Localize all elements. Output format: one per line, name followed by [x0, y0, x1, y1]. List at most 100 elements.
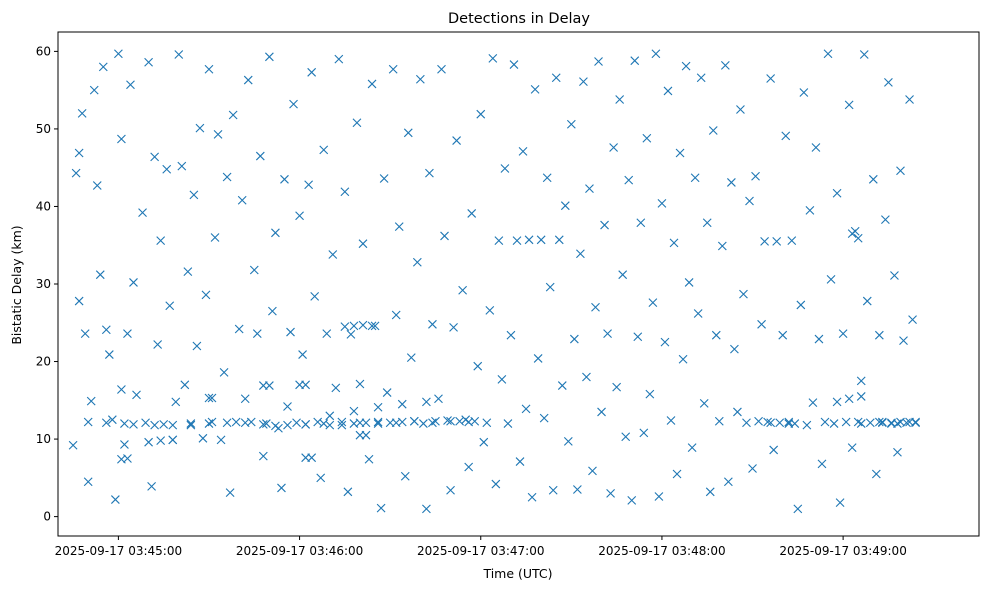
data-point	[283, 402, 292, 411]
data-point	[669, 238, 679, 248]
data-point	[213, 129, 223, 139]
data-point	[896, 166, 905, 176]
data-point	[304, 180, 314, 190]
data-point	[452, 136, 461, 145]
data-point	[609, 143, 619, 152]
data-point	[696, 73, 706, 83]
data-point	[373, 419, 383, 428]
data-point	[874, 417, 884, 427]
data-point	[349, 321, 359, 331]
data-point	[114, 49, 123, 59]
y-axis: 0 10 20 30 40 50 60	[36, 44, 58, 524]
data-point	[645, 389, 655, 399]
data-point	[687, 443, 697, 452]
data-point	[497, 374, 507, 384]
data-point	[349, 406, 359, 416]
data-point	[868, 174, 878, 184]
data-point	[657, 198, 667, 208]
data-point	[754, 416, 763, 426]
data-point	[68, 440, 78, 450]
data-point	[346, 330, 356, 339]
y-axis-title: Bistatic Delay (km)	[9, 225, 24, 344]
data-point	[832, 188, 842, 198]
data-point	[890, 271, 899, 280]
data-point	[476, 109, 486, 119]
data-point	[415, 74, 425, 84]
data-point	[446, 485, 455, 495]
data-point	[784, 417, 794, 427]
data-point	[192, 341, 202, 351]
x-axis: 2025-09-17 03:45:00 2025-09-17 03:46:00 20…	[55, 536, 907, 558]
data-point	[796, 300, 806, 310]
data-point	[153, 340, 163, 349]
data-point	[660, 337, 670, 347]
data-point	[633, 332, 643, 342]
x-tick-label: 2025-09-17 03:46:00	[236, 544, 363, 558]
data-point	[751, 171, 760, 181]
data-point	[144, 57, 153, 67]
data-point	[418, 419, 428, 428]
data-point	[844, 100, 854, 110]
data-point	[666, 416, 676, 425]
data-point	[820, 417, 830, 427]
data-point	[856, 392, 866, 401]
y-tick-label: 60	[36, 44, 51, 58]
data-point	[576, 249, 585, 259]
data-point	[101, 418, 111, 428]
data-point	[500, 164, 510, 173]
data-point	[775, 418, 785, 428]
data-point	[443, 416, 452, 425]
data-point	[884, 78, 893, 87]
data-point	[204, 393, 214, 403]
data-point	[201, 290, 211, 300]
data-point	[711, 330, 721, 340]
data-point	[847, 443, 857, 452]
chart-title: Detections in Delay	[448, 11, 590, 27]
data-point	[240, 394, 250, 404]
data-point	[110, 495, 120, 504]
data-point	[521, 404, 531, 414]
data-point	[434, 394, 443, 404]
data-point	[177, 161, 187, 171]
data-point	[328, 250, 338, 259]
data-point	[225, 488, 235, 497]
data-point	[159, 419, 169, 429]
data-point	[310, 292, 320, 301]
data-point	[71, 168, 81, 178]
data-point	[264, 52, 274, 62]
data-point	[853, 233, 863, 243]
data-point	[899, 336, 908, 345]
data-point	[859, 50, 869, 59]
data-point	[83, 477, 93, 487]
data-point	[147, 481, 156, 491]
data-point	[352, 118, 362, 128]
data-point	[530, 84, 540, 94]
data-point	[307, 453, 317, 463]
data-point	[126, 80, 135, 90]
data-point	[814, 334, 824, 344]
data-point	[805, 205, 815, 215]
data-point	[515, 457, 525, 466]
data-point	[280, 174, 289, 184]
data-point	[723, 477, 733, 487]
data-point	[693, 309, 703, 318]
data-point	[183, 267, 193, 276]
data-point	[337, 420, 347, 430]
data-point	[180, 380, 190, 390]
data-point	[358, 320, 368, 330]
data-point	[630, 56, 640, 66]
data-point	[482, 418, 492, 428]
data-point	[382, 388, 392, 397]
data-point	[811, 143, 821, 152]
data-point	[582, 372, 591, 382]
data-point	[745, 196, 754, 206]
data-point	[524, 235, 534, 245]
data-point	[316, 473, 326, 483]
data-point	[150, 420, 160, 430]
data-point	[760, 236, 769, 246]
data-point	[621, 432, 631, 442]
data-point	[844, 394, 854, 404]
data-point	[370, 321, 380, 331]
data-point	[425, 168, 434, 178]
